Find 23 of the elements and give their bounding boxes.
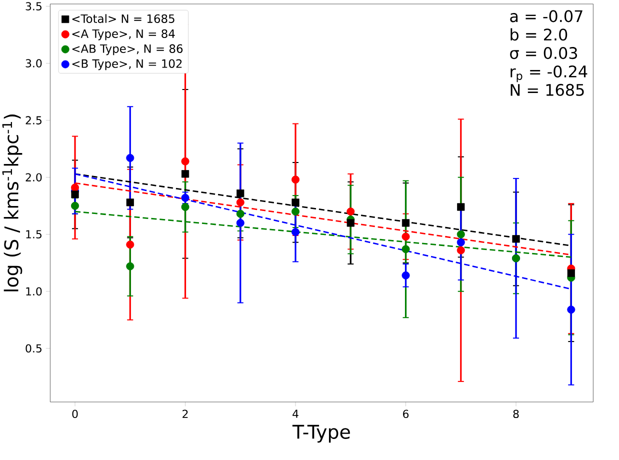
annotation: σ = 0.03 bbox=[510, 47, 578, 60]
annotation: b = 2.0 bbox=[510, 28, 568, 41]
y-axis-title: log (S / kms$^{-1}$kpc$^{-1}$) bbox=[2, 114, 22, 292]
x-axis-title: T-Type bbox=[292, 424, 350, 443]
y-tick-label: 3.5 bbox=[26, 2, 42, 10]
annotation: N = 1685 bbox=[510, 84, 584, 96]
x-tick-label: 0 bbox=[72, 410, 78, 418]
annotation: a = -0.07 bbox=[510, 10, 582, 22]
annotation: r$_{p}$ = -0.24 bbox=[510, 65, 588, 82]
y-tick-label: 0.5 bbox=[26, 344, 42, 353]
x-tick-label: 4 bbox=[292, 410, 298, 418]
x-tick-label: 2 bbox=[182, 410, 188, 418]
y-tick-label: 1.0 bbox=[26, 287, 42, 296]
legend-label: <B Type>, N = 102 bbox=[72, 59, 182, 70]
y-tick-label: 3.0 bbox=[26, 59, 42, 68]
y-tick-label: 1.5 bbox=[26, 230, 42, 238]
x-tick-label: 8 bbox=[513, 410, 519, 418]
legend-label: <A Type>, N = 84 bbox=[72, 29, 175, 40]
y-tick-label: 2.5 bbox=[26, 116, 42, 124]
x-tick-label: 6 bbox=[403, 410, 409, 418]
y-tick-label: 2.0 bbox=[26, 173, 42, 182]
legend-label: <Total> N = 1685 bbox=[72, 14, 174, 23]
legend-label: <AB Type>, N = 86 bbox=[72, 44, 183, 56]
